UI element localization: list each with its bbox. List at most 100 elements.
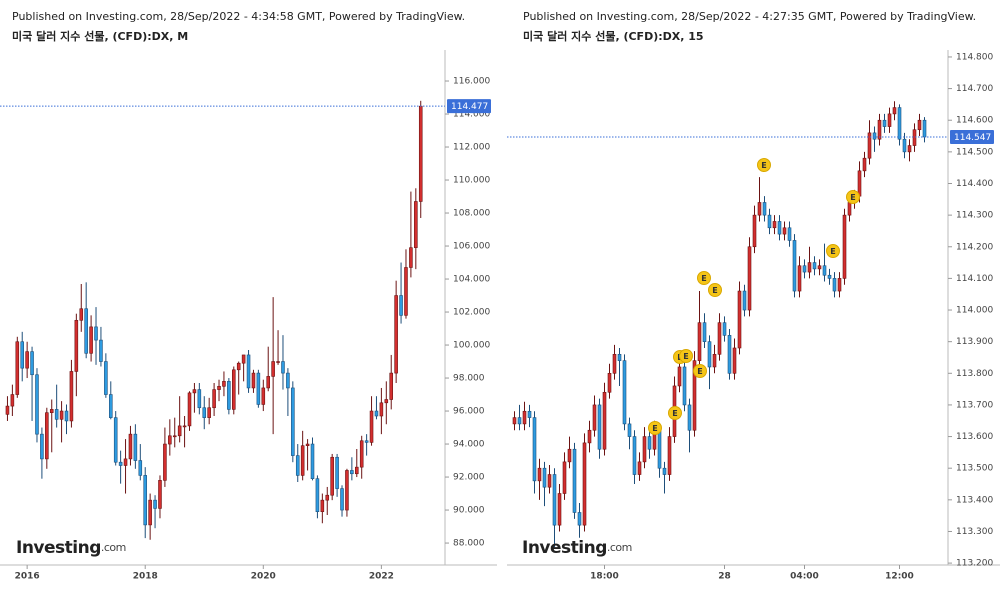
candle-body: [607, 372, 612, 393]
candle-body: [89, 326, 93, 354]
candle-body: [872, 132, 877, 140]
last-price-tag: [447, 99, 491, 114]
candle-body: [374, 410, 379, 417]
candle-body: [79, 308, 84, 321]
y-tick-label: 112.000: [453, 143, 490, 153]
event-marker: [757, 158, 771, 172]
candle-body: [732, 347, 737, 374]
candle-body: [281, 361, 285, 374]
logo-suffix: .com: [101, 541, 126, 554]
candle-body: [887, 113, 892, 127]
y-tick-label: 113.200: [956, 559, 993, 569]
candle-body: [291, 387, 295, 456]
candle-body: [867, 132, 872, 159]
candle-body: [627, 423, 632, 437]
candle-body: [707, 341, 712, 368]
candle-body: [359, 440, 364, 468]
x-tick-label: 2016: [15, 572, 40, 582]
y-tick-label: 113.300: [956, 527, 993, 537]
logo: Investing.com: [522, 538, 632, 558]
event-label: E: [712, 286, 717, 295]
candle-body: [241, 354, 246, 364]
candle-body: [892, 107, 897, 115]
event-label: E: [652, 424, 657, 433]
candle-body: [138, 460, 143, 476]
candle-body: [662, 467, 667, 475]
candle-body: [261, 387, 266, 405]
candle-body: [315, 478, 320, 513]
candle-body: [572, 448, 577, 513]
candle-body: [632, 436, 637, 475]
candle-body: [212, 389, 216, 409]
candle-body: [30, 351, 34, 376]
candle-body: [742, 290, 747, 311]
candle-body: [512, 417, 517, 425]
candle-body: [369, 410, 374, 443]
candle-body: [118, 461, 123, 466]
x-tick-label: 04:00: [790, 572, 819, 582]
x-tick-label: 2018: [133, 572, 158, 582]
candle-body: [310, 443, 315, 479]
event-marker: [679, 349, 693, 363]
candle-body: [832, 278, 837, 292]
candle-body: [517, 417, 522, 425]
candle-body: [857, 170, 862, 197]
candle-body: [897, 107, 902, 140]
candle-body: [20, 341, 24, 369]
candle-body: [133, 433, 138, 461]
event-label: E: [850, 193, 855, 202]
y-tick-label: 114.600: [956, 116, 993, 126]
candle-body: [817, 265, 822, 270]
candle-body: [256, 372, 261, 405]
event-marker: [648, 421, 662, 435]
event-label: E: [697, 367, 702, 376]
candle-body: [355, 466, 359, 475]
candle-body: [757, 202, 762, 216]
candle-body: [777, 221, 782, 235]
candle-body: [217, 385, 221, 390]
candle-body: [10, 394, 15, 407]
event-marker: [708, 283, 722, 297]
event-label: E: [701, 274, 706, 283]
candle-body: [35, 374, 39, 435]
candle-body: [537, 467, 542, 482]
candle-body: [379, 402, 384, 417]
candle-body: [15, 341, 20, 395]
candle-body: [752, 214, 757, 248]
chart-title: 미국 달러 지수 선물, (CFD):DX, 15: [523, 29, 704, 43]
candle-body: [40, 433, 44, 460]
candle-body: [271, 361, 275, 377]
candle-body: [912, 129, 917, 146]
candle-body: [158, 480, 162, 509]
candle-body: [877, 119, 882, 140]
y-tick-label: 96.000: [453, 407, 485, 417]
candle-body: [882, 119, 887, 127]
candle-body: [236, 362, 241, 371]
candle-body: [587, 429, 592, 444]
chart-title: 미국 달러 지수 선물, (CFD):DX, M: [12, 29, 188, 43]
event-label: E: [761, 161, 766, 170]
x-tick-label: 28: [718, 572, 731, 582]
candle-body: [350, 470, 354, 475]
y-tick-label: 113.600: [956, 432, 993, 442]
y-tick-label: 113.800: [956, 369, 993, 379]
candle-body: [335, 456, 339, 489]
candle-body: [64, 410, 69, 422]
candle-body: [907, 145, 912, 153]
candle-body: [782, 227, 787, 235]
candle-body: [74, 319, 79, 372]
candle-body: [320, 499, 325, 513]
candle-body: [542, 467, 547, 488]
candle-body: [922, 119, 927, 138]
candle-body: [286, 372, 290, 389]
candle-body: [642, 436, 647, 463]
candle-body: [404, 267, 408, 316]
candle-body: [340, 488, 344, 511]
candle-body: [677, 366, 682, 387]
candle-body: [712, 354, 717, 368]
candle-body: [207, 407, 211, 418]
candle-body: [197, 389, 202, 409]
y-tick-label: 114.500: [956, 147, 993, 157]
candle-body: [246, 354, 251, 389]
